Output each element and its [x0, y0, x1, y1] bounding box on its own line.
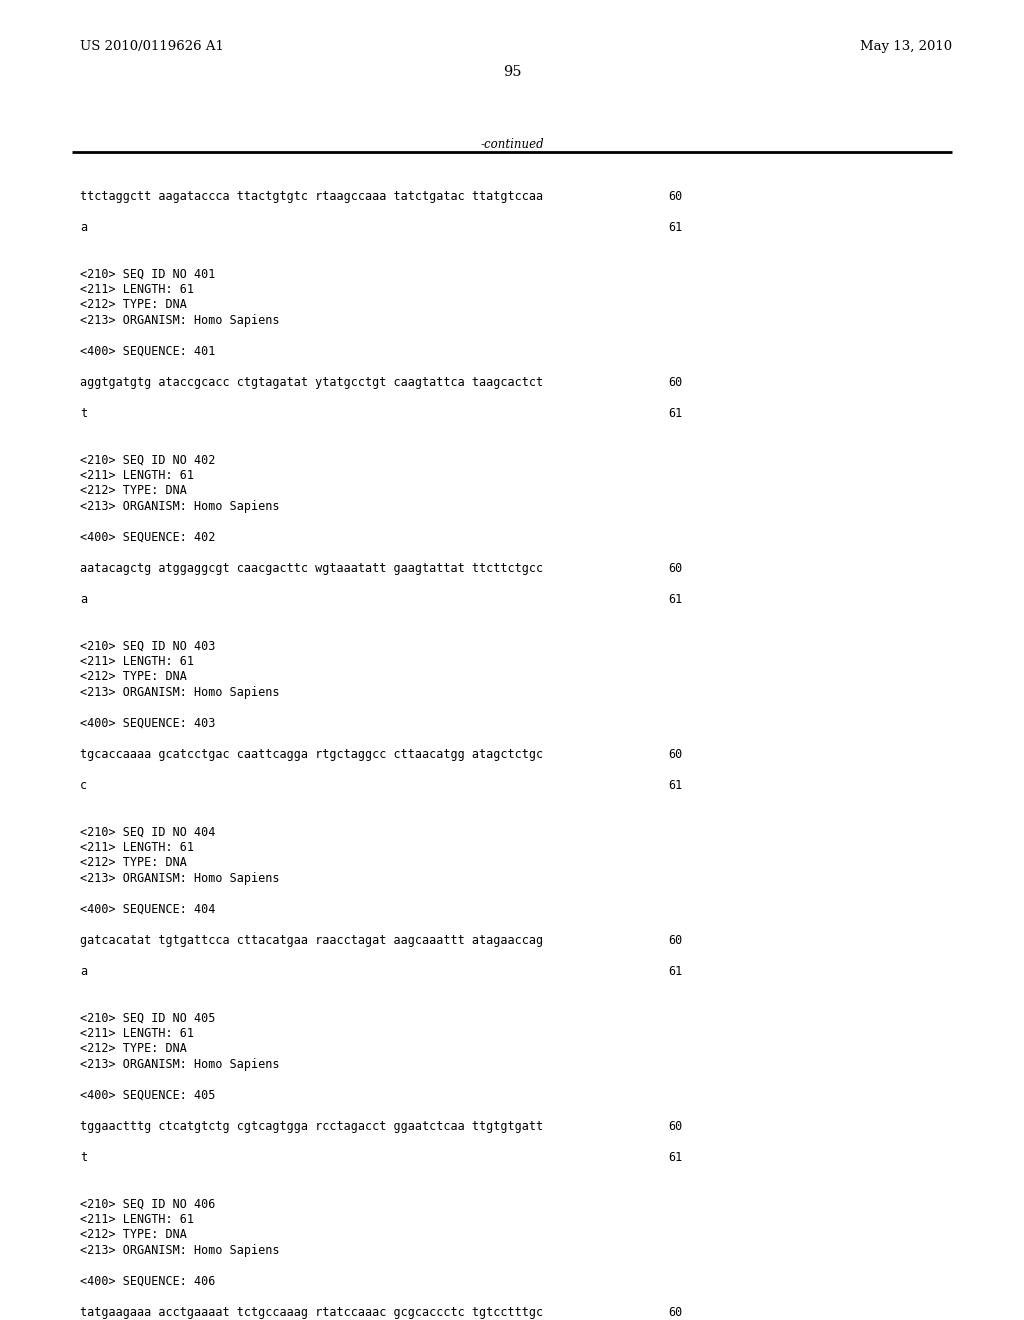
Text: gatcacatat tgtgattcca cttacatgaa raacctagat aagcaaattt atagaaccag: gatcacatat tgtgattcca cttacatgaa raaccta… [80, 935, 543, 946]
Text: 60: 60 [668, 935, 682, 946]
Text: <212> TYPE: DNA: <212> TYPE: DNA [80, 298, 186, 312]
Text: <212> TYPE: DNA: <212> TYPE: DNA [80, 1043, 186, 1056]
Text: c: c [80, 779, 87, 792]
Text: <213> ORGANISM: Homo Sapiens: <213> ORGANISM: Homo Sapiens [80, 500, 280, 513]
Text: May 13, 2010: May 13, 2010 [860, 40, 952, 53]
Text: <213> ORGANISM: Homo Sapiens: <213> ORGANISM: Homo Sapiens [80, 1243, 280, 1257]
Text: <210> SEQ ID NO 406: <210> SEQ ID NO 406 [80, 1197, 215, 1210]
Text: <213> ORGANISM: Homo Sapiens: <213> ORGANISM: Homo Sapiens [80, 1059, 280, 1071]
Text: 61: 61 [668, 220, 682, 234]
Text: <400> SEQUENCE: 405: <400> SEQUENCE: 405 [80, 1089, 215, 1102]
Text: <212> TYPE: DNA: <212> TYPE: DNA [80, 857, 186, 870]
Text: <210> SEQ ID NO 404: <210> SEQ ID NO 404 [80, 825, 215, 838]
Text: 61: 61 [668, 593, 682, 606]
Text: 60: 60 [668, 748, 682, 762]
Text: t: t [80, 1151, 87, 1164]
Text: 60: 60 [668, 376, 682, 389]
Text: <212> TYPE: DNA: <212> TYPE: DNA [80, 671, 186, 684]
Text: tggaactttg ctcatgtctg cgtcagtgga rcctagacct ggaatctcaa ttgtgtgatt: tggaactttg ctcatgtctg cgtcagtgga rcctaga… [80, 1119, 543, 1133]
Text: <400> SEQUENCE: 402: <400> SEQUENCE: 402 [80, 531, 215, 544]
Text: <400> SEQUENCE: 403: <400> SEQUENCE: 403 [80, 717, 215, 730]
Text: <210> SEQ ID NO 401: <210> SEQ ID NO 401 [80, 268, 215, 281]
Text: 61: 61 [668, 779, 682, 792]
Text: <210> SEQ ID NO 405: <210> SEQ ID NO 405 [80, 1011, 215, 1024]
Text: a: a [80, 965, 87, 978]
Text: <211> LENGTH: 61: <211> LENGTH: 61 [80, 282, 194, 296]
Text: 61: 61 [668, 965, 682, 978]
Text: ttctaggctt aagataccca ttactgtgtc rtaagccaaa tatctgatac ttatgtccaa: ttctaggctt aagataccca ttactgtgtc rtaagcc… [80, 190, 543, 203]
Text: tgcaccaaaa gcatcctgac caattcagga rtgctaggcc cttaacatgg atagctctgc: tgcaccaaaa gcatcctgac caattcagga rtgctag… [80, 748, 543, 762]
Text: <211> LENGTH: 61: <211> LENGTH: 61 [80, 1213, 194, 1226]
Text: -continued: -continued [480, 139, 544, 150]
Text: <213> ORGANISM: Homo Sapiens: <213> ORGANISM: Homo Sapiens [80, 314, 280, 327]
Text: <212> TYPE: DNA: <212> TYPE: DNA [80, 484, 186, 498]
Text: 61: 61 [668, 1151, 682, 1164]
Text: <211> LENGTH: 61: <211> LENGTH: 61 [80, 1027, 194, 1040]
Text: <210> SEQ ID NO 403: <210> SEQ ID NO 403 [80, 639, 215, 652]
Text: <213> ORGANISM: Homo Sapiens: <213> ORGANISM: Homo Sapiens [80, 686, 280, 700]
Text: 61: 61 [668, 407, 682, 420]
Text: <213> ORGANISM: Homo Sapiens: <213> ORGANISM: Homo Sapiens [80, 873, 280, 884]
Text: a: a [80, 220, 87, 234]
Text: 60: 60 [668, 190, 682, 203]
Text: 95: 95 [503, 65, 521, 79]
Text: <211> LENGTH: 61: <211> LENGTH: 61 [80, 841, 194, 854]
Text: <211> LENGTH: 61: <211> LENGTH: 61 [80, 655, 194, 668]
Text: US 2010/0119626 A1: US 2010/0119626 A1 [80, 40, 224, 53]
Text: 60: 60 [668, 1119, 682, 1133]
Text: <211> LENGTH: 61: <211> LENGTH: 61 [80, 469, 194, 482]
Text: tatgaagaaa acctgaaaat tctgccaaag rtatccaaac gcgcaccctc tgtcctttgc: tatgaagaaa acctgaaaat tctgccaaag rtatcca… [80, 1305, 543, 1319]
Text: <400> SEQUENCE: 404: <400> SEQUENCE: 404 [80, 903, 215, 916]
Text: 60: 60 [668, 562, 682, 576]
Text: t: t [80, 407, 87, 420]
Text: 60: 60 [668, 1305, 682, 1319]
Text: <212> TYPE: DNA: <212> TYPE: DNA [80, 1229, 186, 1242]
Text: <400> SEQUENCE: 406: <400> SEQUENCE: 406 [80, 1275, 215, 1288]
Text: aggtgatgtg ataccgcacc ctgtagatat ytatgcctgt caagtattca taagcactct: aggtgatgtg ataccgcacc ctgtagatat ytatgcc… [80, 376, 543, 389]
Text: <210> SEQ ID NO 402: <210> SEQ ID NO 402 [80, 454, 215, 466]
Text: <400> SEQUENCE: 401: <400> SEQUENCE: 401 [80, 345, 215, 358]
Text: a: a [80, 593, 87, 606]
Text: aatacagctg atggaggcgt caacgacttc wgtaaatatt gaagtattat ttcttctgcc: aatacagctg atggaggcgt caacgacttc wgtaaat… [80, 562, 543, 576]
